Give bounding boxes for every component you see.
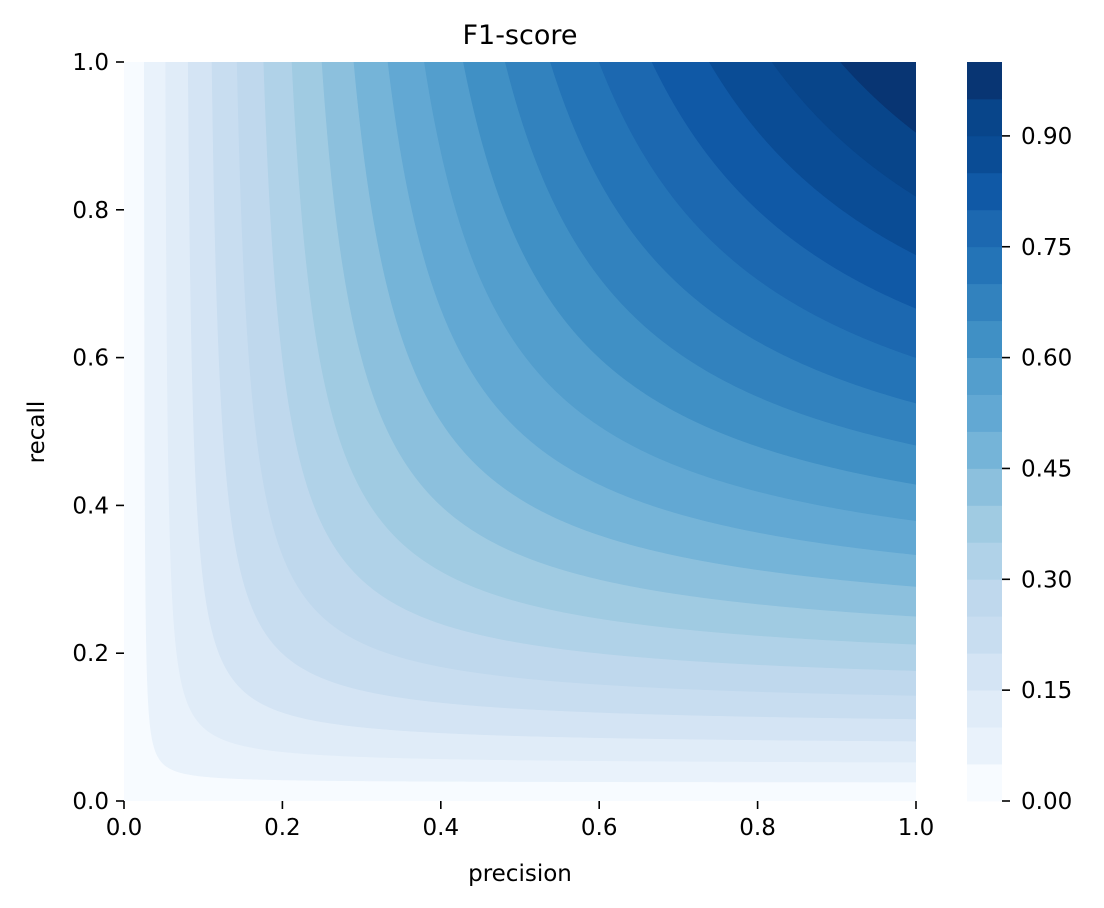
y-tick-label: 0.2 xyxy=(72,641,109,667)
x-axis-label: precision xyxy=(468,861,572,887)
y-tick-label: 0.8 xyxy=(72,198,109,224)
x-tick-label: 0.6 xyxy=(581,815,618,841)
y-tick-label: 1.0 xyxy=(72,50,109,76)
colorbar-tick-label: 0.75 xyxy=(1021,235,1072,261)
contour-band-19 xyxy=(840,62,916,133)
axes: 0.0 0.2 0.4 0.6 0.8 1.0 0.0 0.2 0.4 0.6 0.8 1.0 xyxy=(72,50,934,841)
colorbar-segment-12 xyxy=(967,320,1002,358)
colorbar-tick-label: 0.00 xyxy=(1021,789,1072,815)
colorbar-segment-2 xyxy=(967,690,1002,728)
colorbar-tick-label: 0.15 xyxy=(1021,678,1072,704)
colorbar-segment-18 xyxy=(967,98,1002,137)
y-tick-label: 0.0 xyxy=(72,789,109,815)
chart-title: F1-score xyxy=(462,20,577,51)
colorbar-segment-1 xyxy=(967,727,1002,765)
contour-fill-layer xyxy=(124,62,916,801)
colorbar-segment-9 xyxy=(967,431,1002,469)
x-tick-label: 0.8 xyxy=(739,815,776,841)
colorbar-tick-label: 0.90 xyxy=(1021,124,1072,150)
colorbar-segment-6 xyxy=(967,542,1002,580)
colorbar-segment-13 xyxy=(967,283,1002,322)
y-tick-label: 0.6 xyxy=(72,346,109,372)
colorbar-tick-label: 0.60 xyxy=(1021,346,1072,372)
colorbar-segment-16 xyxy=(967,172,1002,211)
colorbar-segment-19 xyxy=(967,62,1002,100)
colorbar: 0.00 0.15 0.30 0.45 0.60 0.75 0.90 xyxy=(967,62,1072,815)
y-tick-label: 0.4 xyxy=(72,493,109,519)
colorbar-tick-label: 0.45 xyxy=(1021,456,1072,482)
y-axis-label: recall xyxy=(24,401,50,464)
x-tick-label: 0.0 xyxy=(106,815,143,841)
colorbar-segment-4 xyxy=(967,616,1002,654)
x-tick-label: 1.0 xyxy=(898,815,935,841)
colorbar-segment-11 xyxy=(967,357,1002,395)
colorbar-segment-3 xyxy=(967,653,1002,691)
colorbar-segment-7 xyxy=(967,505,1002,543)
colorbar-segment-10 xyxy=(967,394,1002,432)
x-tick-label: 0.2 xyxy=(264,815,301,841)
colorbar-segment-14 xyxy=(967,246,1002,285)
colorbar-segment-17 xyxy=(967,135,1002,174)
colorbar-segment-15 xyxy=(967,209,1002,248)
colorbar-segment-0 xyxy=(967,764,1002,802)
colorbar-segment-8 xyxy=(967,468,1002,506)
colorbar-segment-5 xyxy=(967,579,1002,617)
x-tick-label: 0.4 xyxy=(423,815,460,841)
colorbar-tick-label: 0.30 xyxy=(1021,567,1072,593)
